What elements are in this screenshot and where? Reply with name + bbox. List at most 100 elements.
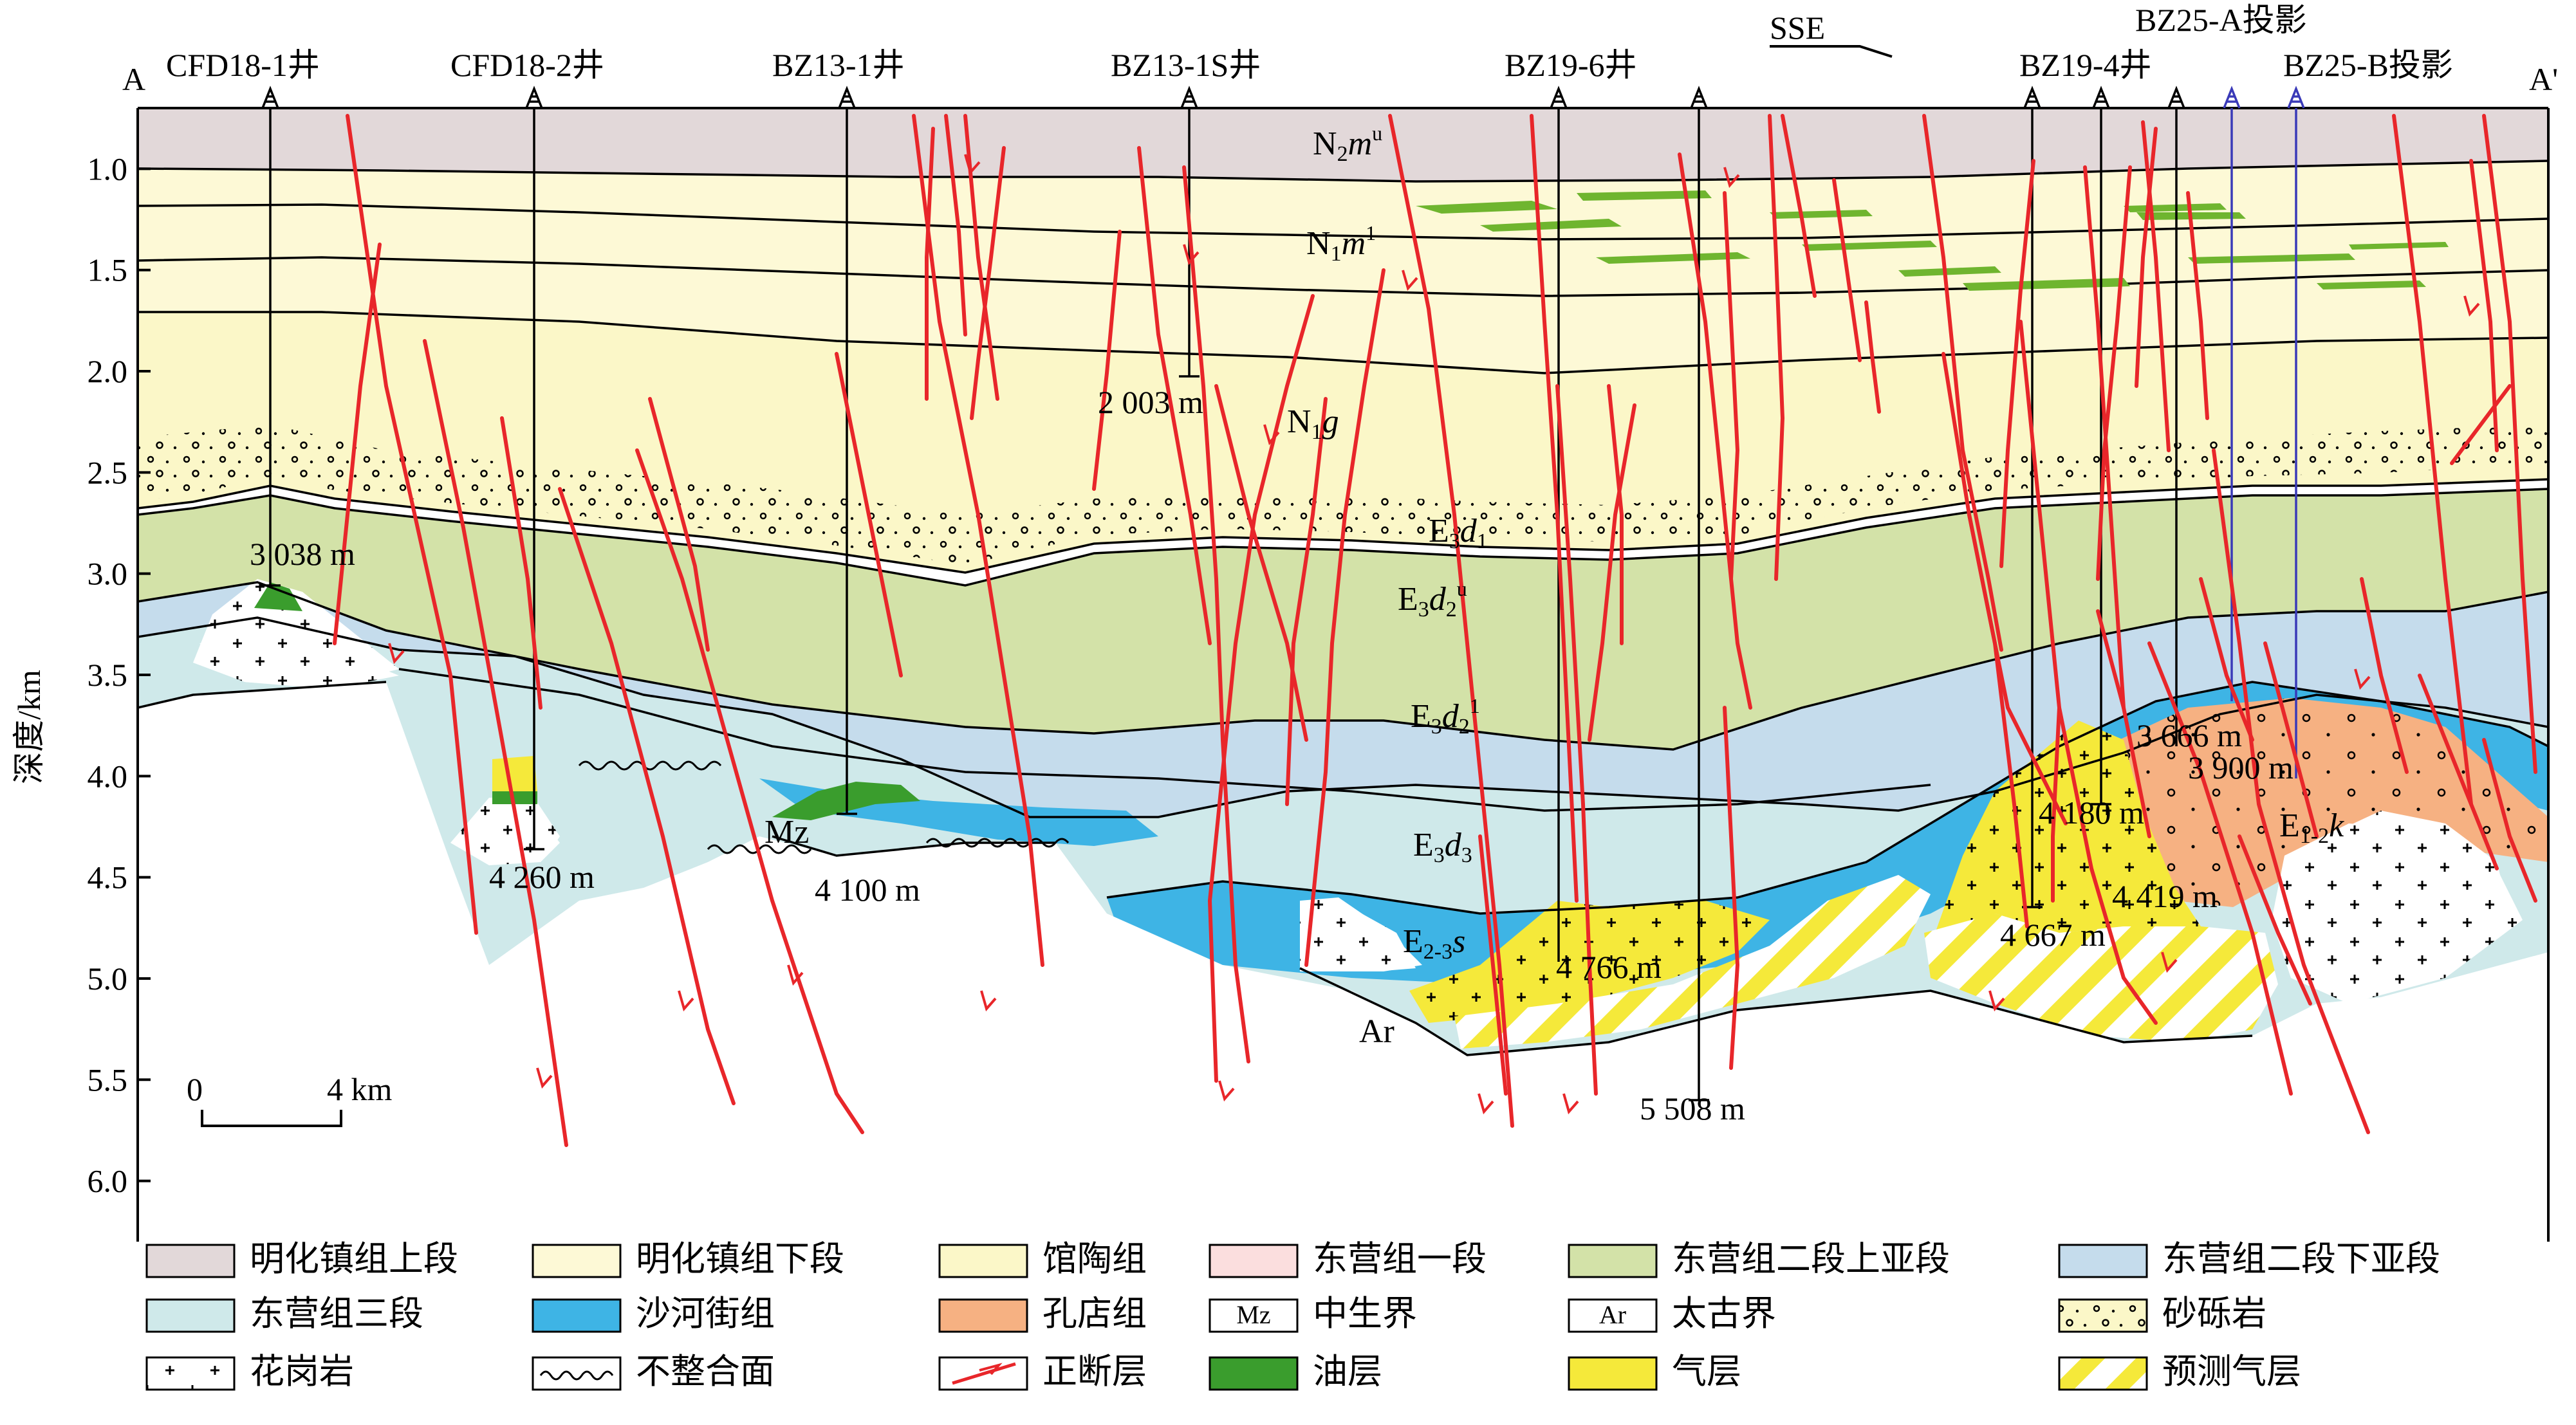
fault-icon bbox=[952, 1362, 1016, 1385]
legend-item: 沙河街组 bbox=[532, 1293, 775, 1334]
legend-label: 东营组一段 bbox=[1313, 1238, 1487, 1279]
legend-item: Mz 中生界 bbox=[1209, 1293, 1417, 1334]
svg-text:4 667 m: 4 667 m bbox=[2000, 917, 2106, 953]
granite-basal-west bbox=[199, 637, 399, 688]
layer-e1-2k bbox=[2091, 698, 2548, 907]
section-end-a: A bbox=[122, 61, 145, 97]
depth-tick-label: 6.0 bbox=[88, 1163, 128, 1199]
predicted-gas-zone-east bbox=[1924, 914, 2278, 1042]
legend-label: 东营组三段 bbox=[250, 1293, 423, 1334]
oil-layer-west bbox=[254, 582, 302, 611]
legend-item: 砂砾岩 bbox=[2058, 1293, 2266, 1334]
well-label-bz13-1: BZ13-1井 bbox=[772, 47, 905, 83]
legend-swatch bbox=[1568, 1244, 1658, 1278]
legend-item: 明化镇组下段 bbox=[532, 1238, 844, 1279]
section-end-a-prime: A' bbox=[2529, 61, 2558, 97]
legend-swatch bbox=[1209, 1298, 1299, 1333]
legend-label: 馆陶组 bbox=[1042, 1238, 1147, 1279]
legend-label: 中生界 bbox=[1313, 1293, 1417, 1334]
legend-label: 油层 bbox=[1313, 1351, 1382, 1392]
predicted-gas-zone-mid bbox=[1454, 875, 1931, 1049]
legend-item: 花岗岩 bbox=[145, 1351, 354, 1392]
normal-faults bbox=[333, 114, 2537, 1147]
granite-basal-east bbox=[2284, 823, 2523, 1004]
direction-label: SSE bbox=[1770, 10, 1825, 46]
depth-tick-label: 2.5 bbox=[88, 454, 128, 490]
well-label-bz25-a: BZ25-A投影 bbox=[2135, 2, 2307, 38]
legend-label: 气层 bbox=[1672, 1351, 1741, 1392]
well-label-bz25-b: BZ25-B投影 bbox=[2283, 47, 2453, 83]
depth-labels: 3 038 m 4 260 m 4 100 m 2 003 m 4 766 m … bbox=[250, 384, 2293, 1126]
legend-label: 东营组二段下亚段 bbox=[2162, 1238, 2440, 1279]
svg-text:E3d2u: E3d2u bbox=[1398, 577, 1467, 621]
stratigraphic-unit-labels: N2mu N1m1 N1g E3d1 E3d2u E3d21 E3d3 E2-3… bbox=[764, 122, 2344, 1050]
depth-tick-label: 4.5 bbox=[88, 860, 128, 896]
legend-item: Ar 太古界 bbox=[1568, 1293, 1776, 1334]
legend-item: 明化镇组上段 bbox=[145, 1238, 458, 1279]
legend-item: 馆陶组 bbox=[938, 1238, 1147, 1279]
legend-swatch bbox=[145, 1244, 236, 1278]
well-head-icons bbox=[261, 86, 2305, 109]
svg-text:3 038 m: 3 038 m bbox=[250, 536, 355, 572]
layer-e3d1 bbox=[138, 479, 2548, 585]
svg-text:3 900 m: 3 900 m bbox=[2188, 749, 2293, 786]
legend-swatch-text: Ar bbox=[1599, 1300, 1626, 1329]
svg-text:4 km: 4 km bbox=[327, 1071, 393, 1107]
gas-reservoir-east bbox=[1931, 721, 2201, 946]
well-label-bz13-1s: BZ13-1S井 bbox=[1111, 47, 1261, 83]
legend-label: 孔店组 bbox=[1042, 1293, 1147, 1334]
legend-label: 明化镇组下段 bbox=[636, 1238, 844, 1279]
depth-tick-label: 5.0 bbox=[88, 961, 128, 997]
layer-n2m-upper bbox=[138, 108, 2548, 181]
legend-swatch bbox=[532, 1356, 622, 1391]
legend-swatch bbox=[145, 1298, 236, 1333]
granite-basal-cfd bbox=[450, 811, 560, 865]
layer-n1m-lower bbox=[138, 161, 2548, 373]
svg-text:Ar: Ar bbox=[1359, 1013, 1395, 1050]
well-label-bz19-6: BZ19-6井 bbox=[1505, 47, 1637, 83]
legend-item: 东营组二段下亚段 bbox=[2058, 1238, 2440, 1279]
legend-label: 砂砾岩 bbox=[2162, 1293, 2266, 1334]
legend-swatch-text: Mz bbox=[1236, 1300, 1270, 1329]
svg-text:4 766 m: 4 766 m bbox=[1556, 949, 1662, 985]
depth-tick-label: 5.5 bbox=[88, 1062, 128, 1098]
legend-item: 预测气层 bbox=[2058, 1351, 2301, 1392]
legend-label: 沙河街组 bbox=[636, 1293, 775, 1334]
legend-swatch bbox=[938, 1244, 1028, 1278]
depth-tick-label: 4.0 bbox=[88, 758, 128, 794]
legend-label: 太古界 bbox=[1672, 1293, 1776, 1334]
legend: 明化镇组上段 明化镇组下段 馆陶组 东营组一段 东营组二段上亚段 东营组二段下亚段东营组三… bbox=[145, 1238, 2440, 1392]
well-total-depth-ticks bbox=[260, 375, 2111, 1101]
depth-tick-label: 1.5 bbox=[88, 252, 128, 288]
well-label-bz19-4: BZ19-4井 bbox=[2019, 47, 2152, 83]
legend-swatch bbox=[532, 1298, 622, 1333]
legend-swatch bbox=[2058, 1298, 2148, 1333]
legend-label: 花岗岩 bbox=[250, 1351, 354, 1392]
legend-swatch bbox=[2058, 1356, 2148, 1391]
legend-label: 不整合面 bbox=[636, 1351, 775, 1392]
legend-swatch bbox=[1568, 1356, 1658, 1391]
depth-tick-label: 2.0 bbox=[88, 353, 128, 389]
svg-text:E3d21: E3d21 bbox=[1411, 694, 1480, 739]
depth-tick-label: 3.5 bbox=[88, 657, 128, 693]
well-label-cfd18-2: CFD18-2井 bbox=[450, 47, 604, 83]
svg-text:4 180 m: 4 180 m bbox=[2039, 795, 2144, 831]
legend-swatch bbox=[938, 1298, 1028, 1333]
depth-axis-title: 深度/km bbox=[11, 670, 47, 784]
legend-swatch bbox=[145, 1356, 236, 1391]
legend-swatch bbox=[2058, 1244, 2148, 1278]
legend-swatch bbox=[532, 1244, 622, 1278]
svg-text:4 100 m: 4 100 m bbox=[815, 872, 920, 908]
svg-text:4 260 m: 4 260 m bbox=[489, 859, 595, 895]
legend-label: 正断层 bbox=[1042, 1351, 1147, 1392]
legend-item: 东营组二段上亚段 bbox=[1568, 1238, 1950, 1279]
svg-text:N2mu: N2mu bbox=[1313, 122, 1382, 166]
legend-swatch bbox=[1209, 1244, 1299, 1278]
legend-item: 东营组三段 bbox=[145, 1293, 423, 1334]
well-label-cfd18-1: CFD18-1井 bbox=[166, 47, 320, 83]
legend-item: 东营组一段 bbox=[1209, 1238, 1487, 1279]
legend-label: 明化镇组上段 bbox=[250, 1238, 458, 1279]
depth-axis: 深度/km 1.0 1.5 2.0 2.5 3.0 3.5 4.0 4.5 5.0 5.5 6.0 bbox=[11, 151, 151, 1199]
legend-item: 孔店组 bbox=[938, 1293, 1147, 1334]
